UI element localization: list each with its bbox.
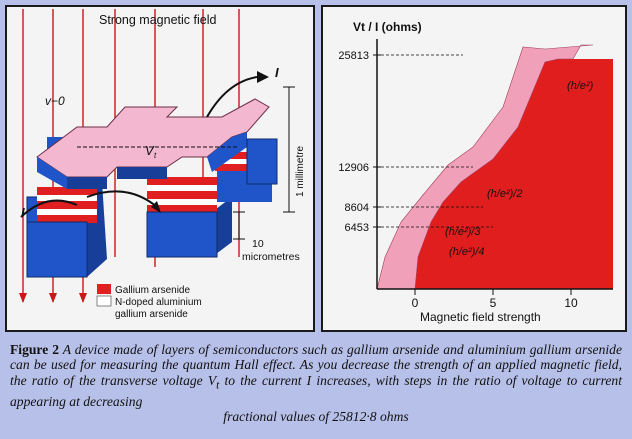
- legend-swatch-algaas: [96, 295, 112, 307]
- hall-bar-top: [36, 98, 270, 178]
- caption-figure-number: Figure 2: [10, 342, 59, 357]
- caption-text-2: to the current I increases, with steps i…: [10, 372, 622, 409]
- plateau-label-2: (h/e²)/3: [445, 226, 481, 238]
- x-axis-label: Magnetic field strength: [420, 310, 541, 324]
- hall-chart-panel: 25813 12906 8604 6453 0 5 10 (h/e²) (h/e²)/2 (h/…: [321, 5, 627, 332]
- caption-subscript: t: [216, 379, 220, 392]
- hall-step-band: [376, 44, 594, 290]
- legend-label-algaas: N-doped aluminium: [115, 297, 202, 308]
- zero-voltage-label: v−0: [45, 94, 65, 108]
- x-tick-label-2: 10: [564, 296, 578, 310]
- current-label-left: I: [21, 205, 25, 220]
- y-tick-label-0: 25813: [338, 50, 369, 62]
- legend-swatch-gaas: [97, 284, 111, 294]
- hall-fill-region: [415, 59, 613, 289]
- hall-chart: 25813 12906 8604 6453 0 5 10 (h/e²) (h/e²)/2 (h/…: [338, 20, 613, 324]
- y-axis-label: Vt / I (ohms): [353, 20, 422, 34]
- length-label: 1 millimetre: [295, 145, 306, 197]
- field-arrowheads: [19, 293, 87, 303]
- scale-value: 10: [252, 238, 264, 250]
- voltage-label: V: [145, 143, 155, 158]
- current-label-right: I: [275, 65, 279, 80]
- device-diagram-panel: Strong magnetic field I I v−0 V t 1 mill…: [5, 5, 315, 332]
- y-tick-label-3: 6453: [345, 222, 369, 234]
- device-illustration: Strong magnetic field I I v−0 V t 1 mill…: [19, 9, 306, 320]
- x-tick-label-0: 0: [412, 296, 419, 310]
- plateau-label-3: (h/e²)/4: [449, 246, 484, 258]
- caption-text: A device made of layers of semiconductor…: [10, 342, 622, 388]
- voltage-subscript: t: [154, 151, 157, 160]
- legend-label-algaas-2: gallium arsenide: [115, 309, 188, 320]
- figure-caption: Figure 2 A device made of layers of semi…: [10, 342, 622, 425]
- field-title: Strong magnetic field: [99, 13, 216, 27]
- plateau-label-1: (h/e²)/2: [487, 188, 522, 200]
- caption-last-line: fractional values of 25812·8 ohms: [223, 409, 409, 425]
- scale-unit: micrometres: [242, 251, 300, 263]
- x-tick-label-1: 5: [490, 296, 497, 310]
- current-arrows: [20, 76, 258, 218]
- legend-label-gaas: Gallium arsenide: [115, 285, 190, 296]
- y-tick-label-2: 8604: [345, 202, 369, 214]
- y-tick-label-1: 12906: [338, 162, 369, 174]
- plateau-label-0: (h/e²): [567, 80, 594, 92]
